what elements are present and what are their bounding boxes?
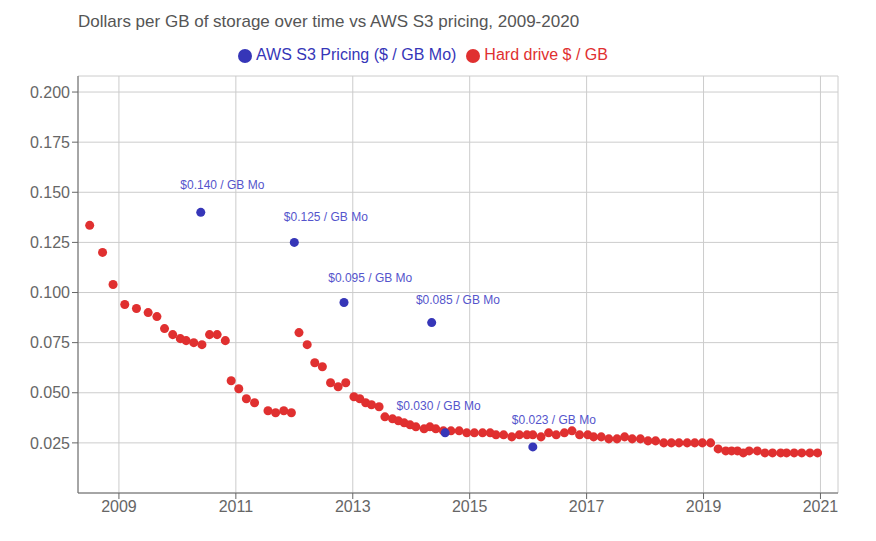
html-text:Hard drive $ / GB: Hard drive $ / GB: [484, 46, 608, 63]
svg-text:0.025: 0.025: [30, 435, 70, 452]
svg-text:$0.140 / GB Mo: $0.140 / GB Mo: [180, 178, 264, 192]
svg-text:0.125: 0.125: [30, 234, 70, 251]
svg-text:0.175: 0.175: [30, 134, 70, 151]
svg-text:0.200: 0.200: [30, 84, 70, 101]
svg-text:2021: 2021: [803, 498, 839, 515]
svg-text:2009: 2009: [101, 498, 137, 515]
html-text:Dollars per GB of storage over: Dollars per GB of storage over time vs A…: [78, 12, 580, 31]
svg-text:0.100: 0.100: [30, 284, 70, 301]
svg-text:0.050: 0.050: [30, 384, 70, 401]
svg-text:0.150: 0.150: [30, 184, 70, 201]
svg-text:$0.095 / GB Mo: $0.095 / GB Mo: [328, 271, 412, 285]
svg-text:$0.023 / GB Mo: $0.023 / GB Mo: [512, 413, 596, 427]
svg-text:$0.125 / GB Mo: $0.125 / GB Mo: [284, 210, 368, 224]
html-text:AWS S3 Pricing ($ / GB Mo): AWS S3 Pricing ($ / GB Mo): [256, 46, 457, 63]
svg-text:2015: 2015: [452, 498, 488, 515]
svg-text:2019: 2019: [686, 498, 722, 515]
svg-text:2011: 2011: [219, 498, 254, 515]
svg-text:$0.085 / GB Mo: $0.085 / GB Mo: [416, 293, 500, 307]
svg-text:2017: 2017: [569, 498, 605, 515]
svg-text:$0.030 / GB Mo: $0.030 / GB Mo: [397, 399, 481, 413]
svg-text:0.075: 0.075: [30, 334, 70, 351]
svg-text:2013: 2013: [335, 498, 371, 515]
